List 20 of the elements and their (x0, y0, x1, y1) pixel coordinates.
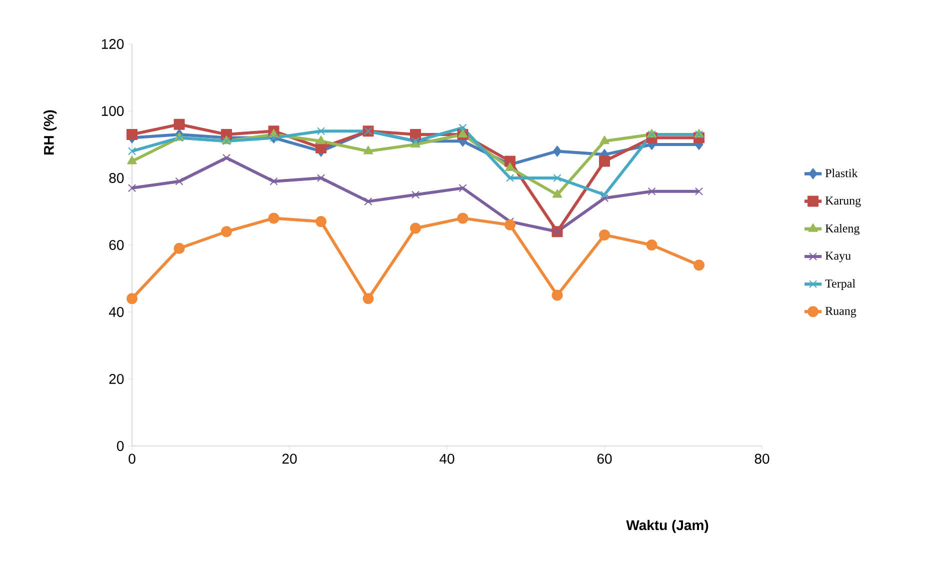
legend-label: Plastik (825, 168, 858, 178)
y-tick-label: 100 (102, 106, 124, 116)
x-tick-label: 60 (597, 454, 612, 464)
y-tick-label: 20 (109, 374, 124, 384)
y-tick-label: 80 (109, 173, 124, 183)
x-axis-title: Waktu (Jam) (626, 520, 708, 533)
y-tick-label: 120 (102, 39, 124, 49)
legend-label: Kayu (825, 252, 851, 262)
y-tick-label: 60 (109, 240, 124, 250)
x-tick-label: 80 (754, 454, 770, 464)
legend-label: Karung (825, 196, 861, 208)
y-axis-title: RH (%) (44, 110, 57, 154)
legend-label: Terpal (825, 279, 856, 290)
y-tick-label: 40 (108, 307, 124, 317)
x-tick-label: 40 (440, 454, 454, 464)
x-tick-label: 0 (128, 454, 136, 464)
y-tick-label: 0 (116, 441, 124, 451)
x-tick-label: 20 (282, 454, 297, 464)
legend-label: Ruang (825, 306, 856, 318)
legend-label: Kaleng (825, 224, 860, 235)
